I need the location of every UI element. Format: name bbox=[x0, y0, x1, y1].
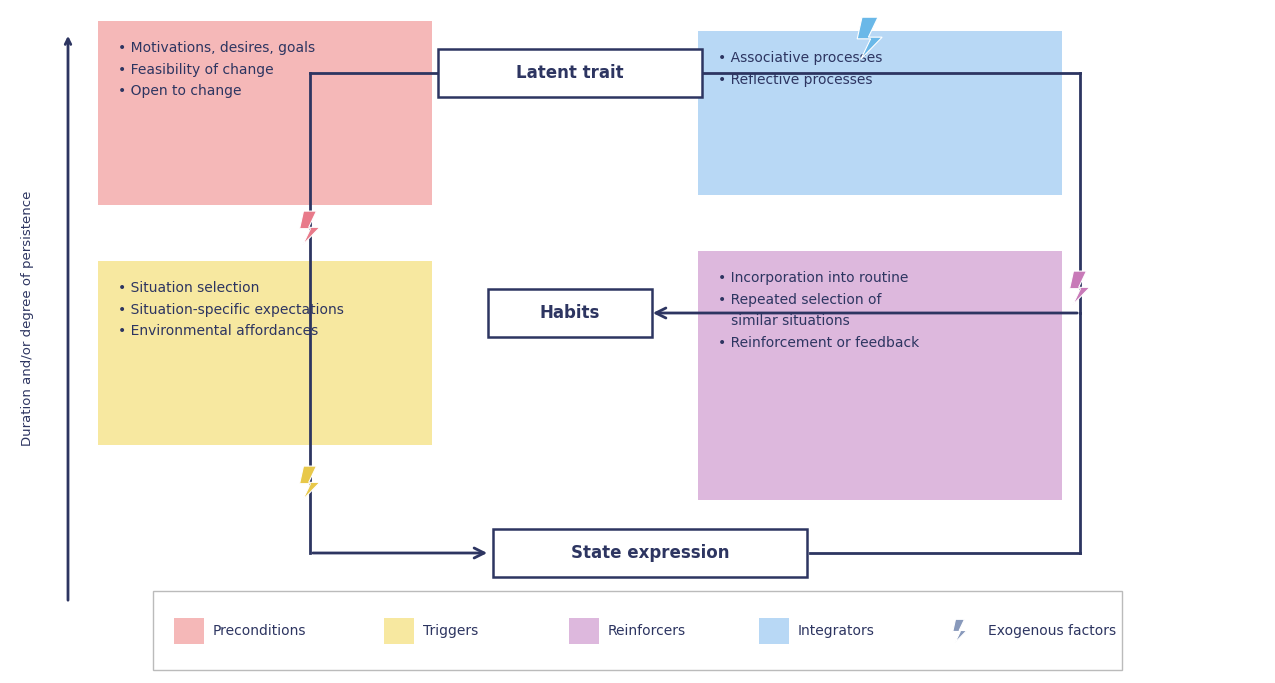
Text: • Incorporation into routine
• Repeated selection of
   similar situations
• Rei: • Incorporation into routine • Repeated … bbox=[718, 271, 919, 350]
Polygon shape bbox=[952, 619, 966, 643]
FancyBboxPatch shape bbox=[384, 618, 414, 644]
Polygon shape bbox=[857, 17, 882, 59]
FancyBboxPatch shape bbox=[173, 618, 204, 644]
FancyBboxPatch shape bbox=[759, 618, 789, 644]
FancyBboxPatch shape bbox=[697, 251, 1062, 500]
FancyBboxPatch shape bbox=[569, 618, 599, 644]
FancyBboxPatch shape bbox=[488, 289, 652, 337]
Text: • Associative processes
• Reflective processes: • Associative processes • Reflective pro… bbox=[718, 51, 882, 87]
FancyBboxPatch shape bbox=[153, 591, 1122, 670]
Text: • Situation selection
• Situation-specific expectations
• Environmental affordan: • Situation selection • Situation-specif… bbox=[119, 281, 344, 338]
Text: Integrators: Integrators bbox=[798, 624, 875, 638]
FancyBboxPatch shape bbox=[697, 31, 1062, 195]
Polygon shape bbox=[1070, 271, 1090, 305]
Text: Duration and/or degree of persistence: Duration and/or degree of persistence bbox=[22, 191, 34, 446]
Text: Exogenous factors: Exogenous factors bbox=[988, 624, 1116, 638]
Text: Latent trait: Latent trait bbox=[516, 64, 623, 82]
FancyBboxPatch shape bbox=[493, 529, 807, 577]
Text: State expression: State expression bbox=[571, 544, 729, 562]
Polygon shape bbox=[300, 466, 320, 500]
Polygon shape bbox=[300, 211, 320, 245]
Text: Reinforcers: Reinforcers bbox=[608, 624, 686, 638]
FancyBboxPatch shape bbox=[98, 261, 432, 445]
Text: Preconditions: Preconditions bbox=[213, 624, 306, 638]
FancyBboxPatch shape bbox=[98, 21, 432, 205]
FancyBboxPatch shape bbox=[439, 49, 703, 97]
Text: Habits: Habits bbox=[539, 304, 601, 322]
Text: • Motivations, desires, goals
• Feasibility of change
• Open to change: • Motivations, desires, goals • Feasibil… bbox=[119, 41, 315, 98]
Text: Triggers: Triggers bbox=[423, 624, 478, 638]
